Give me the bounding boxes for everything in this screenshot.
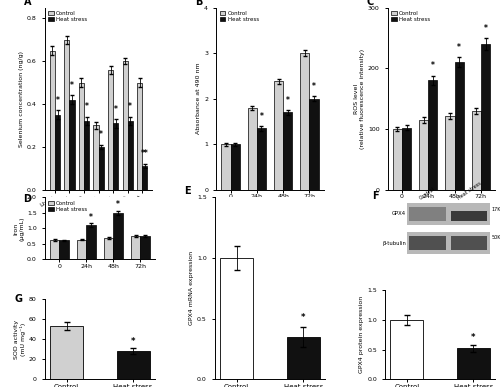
Bar [402, 128, 411, 190]
Text: *: * [312, 82, 316, 91]
Text: A: A [24, 0, 31, 7]
Bar [50, 326, 83, 379]
Y-axis label: Absorbance at 490 nm: Absorbance at 490 nm [196, 63, 202, 135]
Bar [140, 236, 150, 259]
Y-axis label: GPX4 mRNA expression: GPX4 mRNA expression [190, 251, 194, 325]
Text: *: * [89, 212, 93, 222]
Text: 17KDa: 17KDa [492, 207, 500, 212]
Y-axis label: GPX4 protein expression: GPX4 protein expression [360, 296, 364, 373]
Text: *: * [128, 103, 132, 111]
Bar [248, 108, 257, 190]
Bar [481, 44, 490, 190]
Bar [407, 232, 490, 253]
Bar [131, 236, 140, 259]
Bar [310, 99, 318, 190]
Text: C: C [366, 0, 374, 7]
Text: G: G [14, 294, 22, 304]
Bar [116, 351, 150, 379]
Text: *: * [286, 96, 290, 104]
Bar [230, 144, 239, 190]
Bar [60, 240, 69, 259]
Legend: Control, Heat stress: Control, Heat stress [48, 10, 88, 23]
Text: *: * [56, 96, 60, 105]
Bar [390, 320, 424, 379]
Text: *: * [458, 43, 461, 52]
Bar [98, 147, 103, 190]
Bar [50, 51, 55, 190]
Bar [55, 115, 60, 190]
Bar [451, 211, 488, 221]
Bar [410, 207, 446, 221]
Bar [142, 166, 148, 190]
Bar [79, 83, 84, 190]
Bar [454, 62, 464, 190]
Text: *: * [431, 61, 435, 70]
Bar [137, 83, 142, 190]
Text: F: F [372, 191, 378, 201]
Text: 50KDa: 50KDa [492, 235, 500, 240]
Bar [257, 128, 266, 190]
Y-axis label: Selenium concentration (ng/g): Selenium concentration (ng/g) [19, 51, 24, 147]
Text: *: * [114, 104, 117, 113]
Bar [220, 258, 254, 379]
Legend: Control, Heat stress: Control, Heat stress [48, 200, 88, 212]
Bar [428, 80, 438, 190]
Text: E: E [184, 187, 191, 197]
Text: *: * [471, 333, 476, 342]
Text: *: * [484, 24, 488, 33]
Bar [84, 121, 89, 190]
Bar [222, 144, 230, 190]
Text: *: * [301, 313, 306, 322]
Bar [64, 40, 70, 190]
Bar [128, 121, 132, 190]
Bar [94, 125, 98, 190]
Bar [300, 53, 310, 190]
Y-axis label: Iron
(μg/mL): Iron (μg/mL) [13, 216, 24, 241]
Y-axis label: SOD activity
(mU mg⁻¹): SOD activity (mU mg⁻¹) [14, 319, 26, 358]
Bar [77, 240, 86, 259]
Bar [104, 238, 114, 259]
Legend: Control, Heat stress: Control, Heat stress [219, 10, 259, 23]
Text: *: * [84, 103, 88, 111]
Y-axis label: ROS level
(relative fluorescence intensity): ROS level (relative fluorescence intensi… [354, 49, 365, 149]
Text: **: ** [141, 149, 148, 159]
Bar [114, 213, 123, 259]
Text: Heat stress: Heat stress [456, 180, 482, 200]
Text: *: * [99, 130, 103, 139]
Bar [446, 116, 454, 190]
Legend: Control, Heat stress: Control, Heat stress [390, 10, 430, 23]
Bar [286, 337, 320, 379]
Text: GPX4: GPX4 [392, 211, 406, 216]
Bar [472, 111, 481, 190]
Bar [283, 112, 292, 190]
Bar [274, 81, 283, 190]
Bar [108, 70, 113, 190]
Bar [70, 100, 74, 190]
Text: B: B [195, 0, 202, 7]
Bar [410, 236, 446, 250]
Bar [407, 203, 490, 225]
Bar [122, 61, 128, 190]
Text: *: * [70, 81, 74, 90]
Bar [419, 120, 428, 190]
Bar [50, 240, 59, 259]
Text: D: D [23, 194, 31, 204]
Bar [392, 129, 402, 190]
Text: *: * [260, 111, 264, 120]
Text: *: * [131, 337, 136, 346]
Text: *: * [116, 200, 120, 209]
Bar [113, 123, 118, 190]
Bar [451, 236, 488, 250]
Bar [457, 348, 490, 379]
Text: β-tubulin: β-tubulin [382, 241, 406, 246]
Bar [86, 225, 96, 259]
Text: Control: Control [418, 186, 436, 200]
